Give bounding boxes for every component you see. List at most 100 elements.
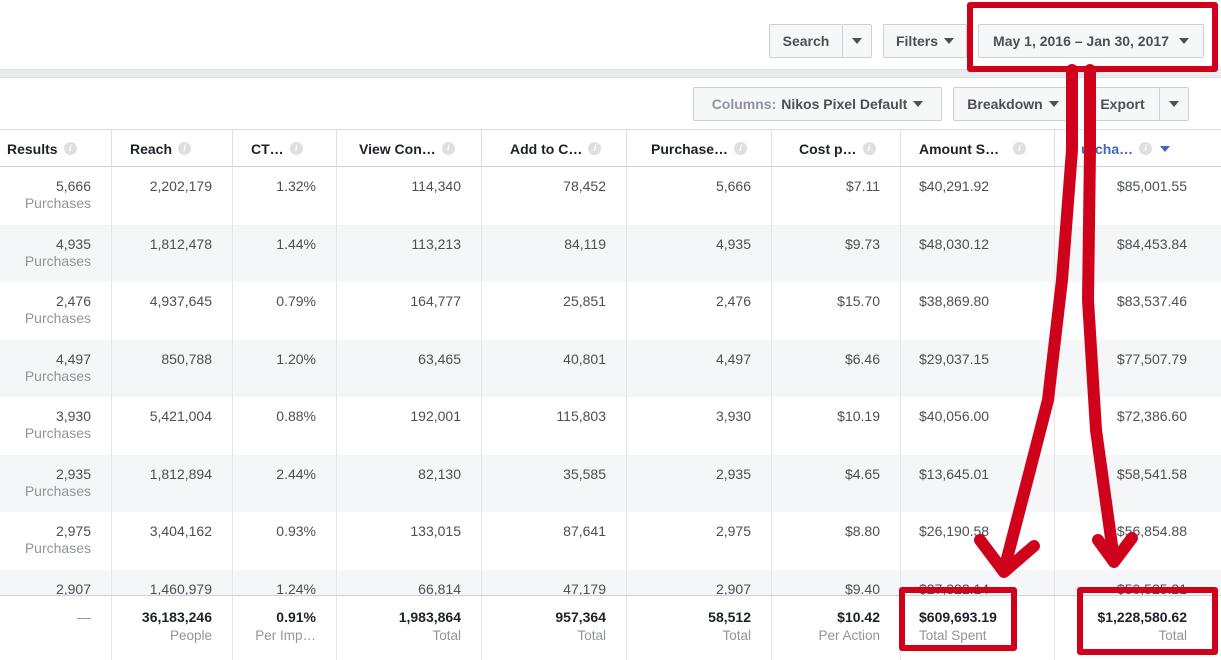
cell-amount-spent-value: $27,322.14	[919, 580, 990, 596]
info-icon[interactable]: i	[289, 142, 303, 155]
cell-view-content: 164,777	[337, 282, 482, 340]
columns-preset-button[interactable]: Columns: Nikos Pixel Default	[693, 87, 942, 121]
column-header-cost-per[interactable]: Cost p… i	[772, 130, 901, 167]
cell-results: 2,476 Purchases	[0, 282, 112, 340]
date-range-picker[interactable]: May 1, 2016 – Jan 30, 2017	[978, 24, 1204, 58]
cell-ctr-value: 1.32%	[276, 178, 316, 194]
info-icon[interactable]: i	[441, 142, 455, 155]
info-icon[interactable]: i	[588, 142, 602, 155]
search-button[interactable]: Search	[769, 24, 843, 58]
cell-add-to-cart: 47,179	[482, 569, 627, 596]
cell-view-content: 192,001	[337, 397, 482, 455]
info-icon[interactable]: i	[178, 142, 192, 155]
top-toolbar: Search Filters May 1, 2016 – Jan 30, 201…	[0, 0, 1221, 70]
search-dropdown-button[interactable]	[842, 24, 872, 58]
cell-results: 2,975 Purchases	[0, 512, 112, 570]
cell-view-content-value: 192,001	[410, 408, 461, 424]
cell-amount-spent-value: $40,291.92	[919, 178, 990, 194]
cell-add-to-cart-value: 47,179	[563, 580, 606, 596]
cell-reach: 5,421,004	[112, 397, 233, 455]
column-header-ctr[interactable]: CT… i	[233, 130, 337, 167]
result-type-label: Purchases	[24, 367, 91, 384]
column-header-purchases[interactable]: Purchase… i	[627, 130, 772, 167]
result-type-label: Purchases	[24, 252, 91, 269]
total-purchase-value: $1,228,580.62 Total	[1097, 609, 1187, 643]
chevron-down-icon	[1048, 101, 1059, 107]
cell-purchases-value: 2,476	[715, 293, 751, 309]
cell-purchases-value: 3,930	[715, 408, 751, 424]
cell-reach: 1,460,979	[112, 569, 233, 595]
table-toolbar: Columns: Nikos Pixel Default Breakdown E…	[0, 78, 1221, 130]
info-icon[interactable]: i	[862, 142, 876, 155]
cell-purchase-value: $56,854.88	[1055, 512, 1221, 570]
cell-add-to-cart-value: 78,452	[563, 178, 606, 194]
table-row[interactable]: 2,907Purchases 1,460,979 1.24% 66,814 47,179…	[0, 569, 1221, 596]
column-header-view-content[interactable]: View Con… i	[337, 130, 482, 167]
table-row[interactable]: 2,975 Purchases 3,404,162 0.93% 133,015 87,64…	[0, 512, 1221, 570]
cell-purchase-value-value: $83,537.46	[1116, 293, 1187, 309]
table-header: Results i Reach i CT… i View Con… i Add to C…	[0, 130, 1221, 167]
cell-add-to-cart-value: 40,801	[563, 350, 606, 367]
cell-cost-per-value: $9.40	[844, 580, 880, 596]
cell-view-content: 82,130	[337, 454, 482, 512]
cell-purchase-value-value: $77,507.79	[1116, 350, 1187, 367]
table-row[interactable]: 5,666 Purchases 2,202,179 1.32% 114,340 78,45…	[0, 167, 1221, 225]
cell-results-value: 2,907	[55, 580, 91, 596]
total-results: —	[0, 596, 112, 660]
cell-purchases-value: 4,935	[715, 235, 751, 252]
cell-reach: 1,812,478	[112, 224, 233, 282]
table-row[interactable]: 2,935 Purchases 1,812,894 2.44% 82,130 35,585…	[0, 454, 1221, 512]
cell-cost-per: $9.73	[772, 224, 901, 282]
cell-results-value: 2,476	[55, 293, 91, 309]
column-header-purchase-value[interactable]: urcha… i	[1055, 130, 1221, 167]
info-icon[interactable]: i	[1013, 142, 1027, 155]
column-header-reach[interactable]: Reach i	[112, 130, 233, 167]
table-row[interactable]: 4,497 Purchases 850,788 1.20% 63,465 40,801 4,…	[0, 339, 1221, 397]
table-row[interactable]: 3,930 Purchases 5,421,004 0.88% 192,001 115,8…	[0, 397, 1221, 455]
column-header-results[interactable]: Results i	[0, 130, 112, 167]
result-type-label: Purchases	[24, 195, 91, 211]
cell-purchase-value: $84,453.84	[1055, 225, 1221, 283]
total-reach: 36,183,246 People	[112, 596, 233, 660]
cell-reach: 3,404,162	[112, 512, 233, 570]
cell-reach: 1,812,894	[112, 454, 233, 512]
info-icon[interactable]: i	[1139, 142, 1153, 155]
cell-amount-spent: $13,645.01	[901, 454, 1055, 512]
column-header-amount-spent[interactable]: Amount S… i	[901, 130, 1055, 167]
cell-purchases-value: 2,907	[715, 580, 751, 596]
info-icon[interactable]: i	[63, 142, 77, 155]
cell-view-content-value: 133,015	[410, 523, 461, 539]
total-view-content: 1,983,864 Total	[337, 596, 482, 660]
filters-button[interactable]: Filters	[883, 24, 967, 58]
export-dropdown-button[interactable]	[1159, 87, 1189, 121]
total-ctr: 0.91% Per Imp…	[233, 596, 337, 660]
breakdown-button[interactable]: Breakdown	[953, 87, 1073, 121]
cell-reach-value: 4,937,645	[149, 293, 212, 309]
cell-results-value: 4,497	[55, 350, 91, 367]
cell-results-value: 3,930	[55, 408, 91, 424]
cell-purchases: 2,935	[627, 454, 772, 512]
cell-view-content: 133,015	[337, 512, 482, 570]
result-type-label: Purchases	[24, 310, 91, 326]
cell-purchases: 2,975	[627, 512, 772, 570]
cell-purchase-value-value: $84,453.84	[1116, 235, 1187, 252]
cell-amount-spent-value: $48,030.12	[919, 235, 990, 252]
export-button[interactable]: Export	[1085, 87, 1160, 121]
cell-amount-spent: $40,056.00	[901, 397, 1055, 455]
cell-ctr: 0.88%	[233, 397, 337, 455]
chevron-down-icon	[852, 38, 862, 44]
table-row[interactable]: 4,935 Purchases 1,812,478 1.44% 113,213 84,11…	[0, 224, 1221, 283]
info-icon[interactable]: i	[734, 142, 748, 155]
cell-ctr: 2.44%	[233, 454, 337, 512]
cell-purchase-value-value: $85,001.55	[1116, 178, 1187, 194]
cell-cost-per: $6.46	[772, 339, 901, 397]
sort-descending-icon[interactable]	[1160, 145, 1171, 152]
cell-ctr-value: 0.88%	[276, 408, 316, 424]
table-row[interactable]: 2,476 Purchases 4,937,645 0.79% 164,777 25,85…	[0, 282, 1221, 340]
column-header-add-to-cart[interactable]: Add to C… i	[482, 130, 627, 167]
cell-reach: 2,202,179	[112, 167, 233, 225]
cell-purchases: 2,476	[627, 282, 772, 340]
cell-purchase-value-value: $56,854.88	[1116, 523, 1187, 539]
cell-add-to-cart: 115,803	[482, 397, 627, 455]
chevron-down-icon	[944, 38, 954, 44]
